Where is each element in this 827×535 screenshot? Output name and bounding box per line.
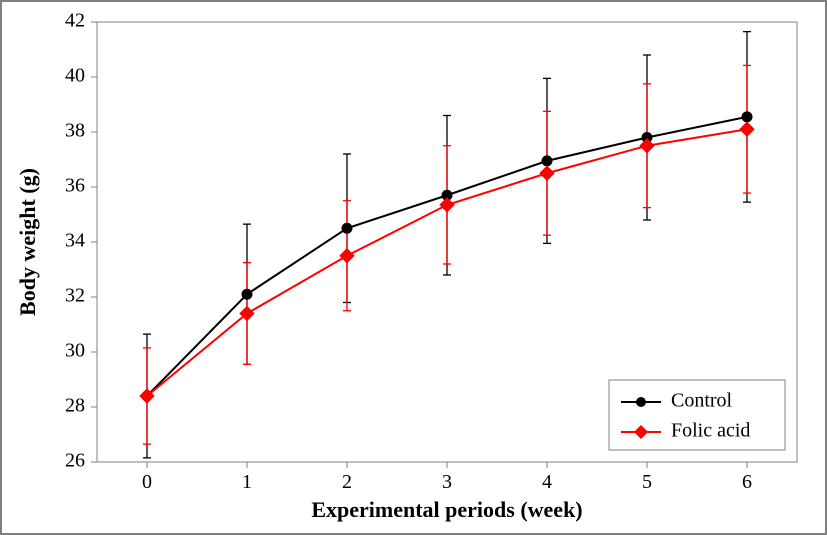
y-axis-label: Body weight (g) xyxy=(15,168,40,316)
x-tick-label: 1 xyxy=(242,471,252,493)
chart-svg: 2628303234363840420123456Experimental pe… xyxy=(2,2,825,533)
marker-circle xyxy=(742,112,752,122)
x-tick-label: 2 xyxy=(342,471,352,493)
y-tick-label: 26 xyxy=(65,450,85,472)
y-tick-label: 28 xyxy=(65,395,85,417)
legend-label: Folic acid xyxy=(671,420,750,442)
y-tick-label: 42 xyxy=(65,10,85,32)
y-tick-label: 36 xyxy=(65,175,85,197)
chart-container: 2628303234363840420123456Experimental pe… xyxy=(0,0,827,535)
marker-circle xyxy=(242,289,252,299)
legend-label: Control xyxy=(671,390,733,412)
marker-circle xyxy=(342,223,352,233)
y-tick-label: 34 xyxy=(65,230,85,252)
x-tick-label: 6 xyxy=(742,471,752,493)
x-tick-label: 3 xyxy=(442,471,452,493)
x-tick-label: 5 xyxy=(642,471,652,493)
x-tick-label: 0 xyxy=(142,471,152,493)
legend-marker-circle xyxy=(636,397,646,407)
y-tick-label: 38 xyxy=(65,120,85,142)
y-tick-label: 30 xyxy=(65,340,85,362)
x-tick-label: 4 xyxy=(542,471,552,493)
x-axis-label: Experimental periods (week) xyxy=(311,497,582,522)
y-tick-label: 40 xyxy=(65,65,85,87)
marker-circle xyxy=(542,156,552,166)
y-tick-label: 32 xyxy=(65,285,85,307)
